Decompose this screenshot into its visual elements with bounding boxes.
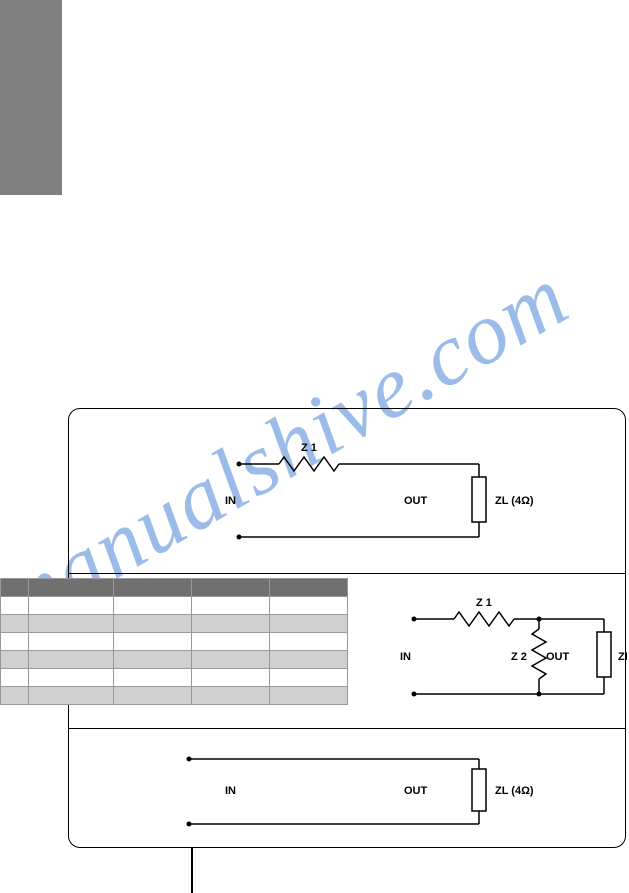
table-row	[1, 579, 348, 597]
out-label-3: OUT	[404, 785, 428, 797]
load-label-2: ZL (4Ω)	[618, 651, 627, 663]
z2-label-2: Z 2	[511, 651, 527, 663]
out-label-2: OUT	[546, 651, 570, 663]
z1-label-1: Z 1	[301, 442, 317, 454]
in-label-2: IN	[400, 651, 411, 663]
table-row	[1, 633, 348, 651]
page-footer-line	[191, 848, 193, 893]
table-row	[1, 597, 348, 615]
in-label-1: IN	[225, 495, 236, 507]
out-label-1: OUT	[404, 495, 428, 507]
load-label-1: ZL (4Ω)	[495, 495, 534, 507]
circuit-3-section: IN OUT ZL (4Ω)	[69, 729, 625, 847]
load-label-3: ZL (4Ω)	[495, 785, 534, 797]
page-tab	[0, 0, 62, 195]
in-label-3: IN	[225, 785, 236, 797]
circuit-1-section: Z 1 IN OUT ZL (4Ω)	[69, 409, 625, 574]
z1-label-2: Z 1	[476, 597, 492, 609]
circuit-1-svg: Z 1 IN OUT ZL (4Ω)	[69, 409, 627, 574]
table-row	[1, 687, 348, 705]
table-row	[1, 615, 348, 633]
attenuation-table	[0, 578, 348, 705]
table-row	[1, 651, 348, 669]
table-row	[1, 669, 348, 687]
circuit-3-svg: IN OUT ZL (4Ω)	[69, 729, 627, 847]
